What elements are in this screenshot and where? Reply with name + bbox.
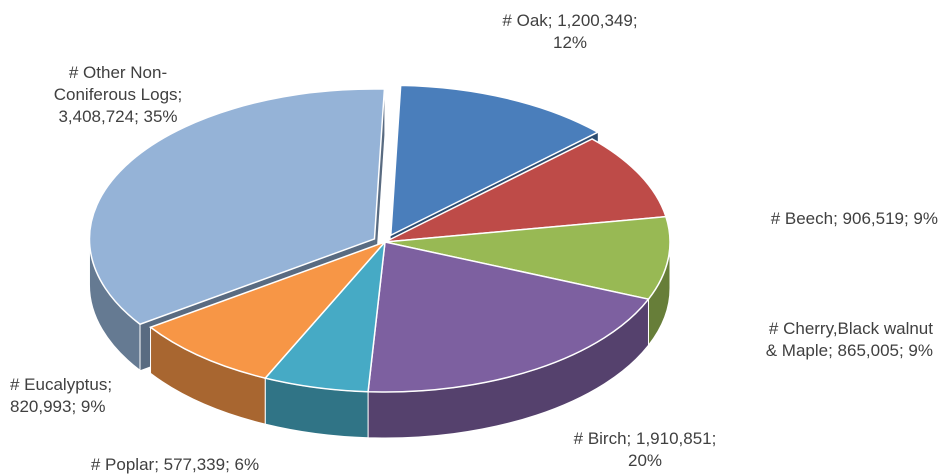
data-label-line: 820,993; 9% <box>10 397 105 416</box>
pie-slice-other-non-coniferous-logs <box>88 88 386 326</box>
data-label-line: 20% <box>628 451 662 470</box>
data-label-line: 12% <box>553 33 587 52</box>
pie-slice-eucalyptus <box>148 241 386 379</box>
data-label-line: # Oak; 1,200,349; <box>502 11 637 30</box>
pie-slice-birch <box>367 241 650 393</box>
data-label-birch: # Birch; 1,910,851; 20% <box>574 429 717 470</box>
data-label-line: 3,408,724; 35% <box>58 107 177 126</box>
data-label-other-non-coniferous-logs: # Other Non- Coniferous Logs; 3,408,724; 3… <box>54 63 183 126</box>
data-label-line: # Cherry,Black walnut <box>769 319 933 338</box>
pie-slice-beech <box>384 138 667 243</box>
data-label-poplar: # Poplar; 577,339; 6% <box>91 455 259 474</box>
data-label-line: # Eucalyptus; <box>10 375 112 394</box>
pie-labels: # Oak; 1,200,349; 12% # Beech; 906,519; 9%… <box>10 11 938 474</box>
data-label-line: # Beech; 906,519; 9% <box>771 209 938 228</box>
data-label-line: # Birch; 1,910,851; <box>574 429 717 448</box>
data-label-line: # Other Non- <box>69 63 167 82</box>
data-label-line: # Poplar; 577,339; 6% <box>91 455 259 474</box>
data-label-eucalyptus: # Eucalyptus; 820,993; 9% <box>10 375 112 416</box>
data-label-beech: # Beech; 906,519; 9% <box>771 209 938 228</box>
pie-slice-oak <box>389 84 600 237</box>
data-label-line: Coniferous Logs; <box>54 85 183 104</box>
pie-slices <box>88 84 671 393</box>
data-label-line: & Maple; 865,005; 9% <box>766 341 933 360</box>
pie-cut-face-7-2 <box>374 89 385 285</box>
pie-slice-cherry-black-walnut-maple <box>384 215 671 301</box>
data-label-oak: # Oak; 1,200,349; 12% <box>502 11 637 52</box>
data-label-cherry-black-walnut-maple: # Cherry,Black walnut & Maple; 865,005; 9… <box>766 319 934 360</box>
